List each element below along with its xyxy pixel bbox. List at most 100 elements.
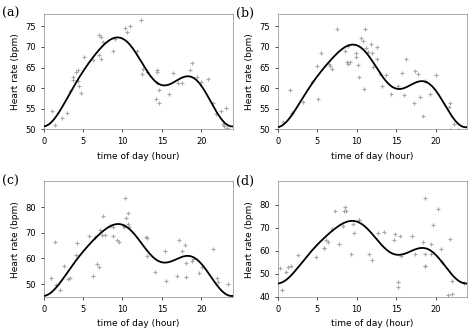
Point [116,239,123,244]
Point [60,263,68,269]
Point [66,275,74,280]
Text: (b): (b) [236,7,254,20]
Point [356,217,363,223]
Point [186,68,194,73]
Point [91,234,99,239]
Point [282,269,290,275]
Point [225,281,232,286]
Point [397,253,405,259]
Point [220,124,228,129]
Point [56,287,64,293]
Point [193,74,201,80]
Point [51,122,58,128]
Point [85,233,93,239]
Point [139,67,147,72]
Point [109,224,117,230]
Point [416,94,424,100]
Point [421,195,429,201]
Point [352,55,360,60]
Point [58,115,66,121]
Point [367,41,374,46]
Point [47,275,55,280]
Point [93,261,100,267]
Point [446,128,454,133]
Point [433,72,440,77]
Point [347,252,355,257]
Point [74,79,82,84]
Point [299,100,307,105]
Point [107,223,114,229]
Point [438,247,445,252]
Point [373,56,381,62]
Point [289,111,296,116]
Point [73,240,81,246]
Point [64,276,72,282]
X-axis label: time of day (hour): time of day (hour) [331,151,414,160]
Point [155,100,163,106]
Point [320,245,328,251]
Point [388,91,395,97]
Point [421,264,428,269]
Point [361,26,368,32]
Point [391,231,399,237]
Point [421,252,429,257]
Point [198,265,206,270]
Point [137,17,145,22]
Point [101,232,109,238]
Point [63,110,71,116]
Point [339,223,347,229]
Point [434,207,442,212]
Point [151,269,159,274]
Point [458,299,465,304]
Point [399,70,406,75]
Point [52,282,60,287]
Point [222,106,230,111]
Point [53,300,60,306]
Point [287,88,294,93]
Point [123,29,131,35]
Point [223,126,231,131]
Point [213,275,221,280]
Point [95,33,103,38]
Point [429,222,437,228]
Point [284,265,292,270]
Point [96,227,103,233]
Point [343,60,351,65]
Point [340,208,348,213]
Point [122,195,129,201]
Point [446,104,453,110]
Point [196,270,203,276]
Point [155,88,163,93]
Point [212,112,219,117]
Point [209,101,217,106]
Point [320,246,328,251]
Point [422,78,429,83]
Text: (d): (d) [236,175,254,188]
Point [414,71,422,76]
Point [401,92,408,98]
Point [391,237,398,243]
Point [328,67,336,72]
Point [308,79,316,84]
Point [99,40,107,45]
Point [52,131,60,136]
Point [394,280,402,285]
Point [314,96,322,102]
Point [154,80,161,85]
Point [328,226,336,232]
Point [349,221,357,227]
Point [446,298,454,303]
Point [143,254,151,259]
Point [350,230,358,236]
Point [152,96,160,102]
Point [448,291,456,296]
Point [325,239,332,245]
Point [109,233,116,238]
Point [219,307,227,312]
Point [142,234,150,240]
Point [459,142,467,147]
Point [223,155,231,160]
Point [279,119,286,125]
Point [69,78,77,83]
Y-axis label: Heart rate (bpm): Heart rate (bpm) [11,33,20,110]
